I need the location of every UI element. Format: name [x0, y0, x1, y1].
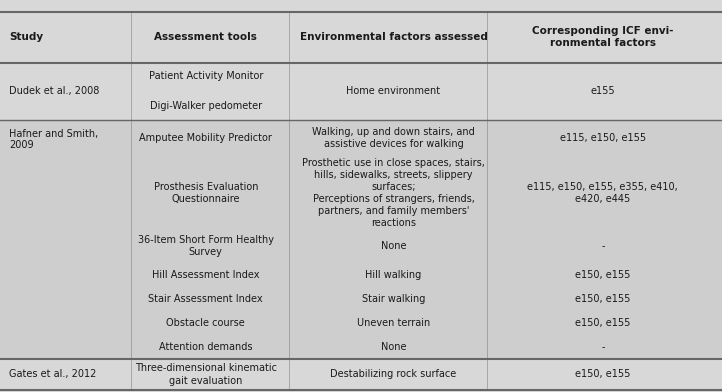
Text: -: -: [601, 241, 604, 251]
Text: Stair walking: Stair walking: [362, 294, 425, 304]
Text: Walking, up and down stairs, and
assistive devices for walking: Walking, up and down stairs, and assisti…: [312, 127, 475, 149]
Text: Study: Study: [9, 32, 43, 42]
Text: Destabilizing rock surface: Destabilizing rock surface: [331, 369, 456, 379]
Bar: [0, 63, 722, 120]
Text: e115, e150, e155, e355, e410,
e420, e445: e115, e150, e155, e355, e410, e420, e445: [528, 182, 678, 204]
Text: 2009: 2009: [9, 140, 34, 150]
Text: Dudek et al., 2008: Dudek et al., 2008: [9, 86, 100, 96]
Text: Hill walking: Hill walking: [365, 270, 422, 280]
Text: Hafner and Smith,: Hafner and Smith,: [9, 129, 99, 139]
Text: Digi-Walker pedometer: Digi-Walker pedometer: [149, 101, 262, 111]
Text: -: -: [601, 342, 604, 352]
Text: Uneven terrain: Uneven terrain: [357, 318, 430, 328]
Text: e150, e155: e150, e155: [575, 294, 630, 304]
Text: None: None: [380, 342, 406, 352]
Text: Amputee Mobility Predictor: Amputee Mobility Predictor: [139, 133, 272, 143]
Bar: [0, 359, 722, 390]
Text: Environmental factors assessed: Environmental factors assessed: [300, 32, 487, 42]
Text: Prosthetic use in close spaces, stairs,
hills, sidewalks, streets, slippery
surf: Prosthetic use in close spaces, stairs, …: [302, 158, 485, 228]
Text: 36-Item Short Form Healthy
Survey: 36-Item Short Form Healthy Survey: [138, 235, 274, 258]
Text: Assessment tools: Assessment tools: [155, 32, 257, 42]
Text: Corresponding ICF envi-
ronmental factors: Corresponding ICF envi- ronmental factor…: [532, 26, 674, 49]
Text: Gates et al., 2012: Gates et al., 2012: [9, 369, 97, 379]
Text: Stair Assessment Index: Stair Assessment Index: [149, 294, 263, 304]
Bar: [0, 12, 722, 63]
Text: None: None: [380, 241, 406, 251]
Text: e150, e155: e150, e155: [575, 270, 630, 280]
Text: Home environment: Home environment: [347, 86, 440, 96]
Text: Three-dimensional kinematic
gait evaluation: Three-dimensional kinematic gait evaluat…: [135, 363, 277, 386]
Text: Hill Assessment Index: Hill Assessment Index: [152, 270, 259, 280]
Text: Obstacle course: Obstacle course: [166, 318, 245, 328]
Text: e150, e155: e150, e155: [575, 369, 630, 379]
Text: e155: e155: [591, 86, 615, 96]
Text: e150, e155: e150, e155: [575, 318, 630, 328]
Text: Attention demands: Attention demands: [159, 342, 253, 352]
Text: e115, e150, e155: e115, e150, e155: [560, 133, 646, 143]
Text: Prosthesis Evaluation
Questionnaire: Prosthesis Evaluation Questionnaire: [154, 182, 258, 204]
Text: Patient Activity Monitor: Patient Activity Monitor: [149, 71, 263, 81]
Bar: [0, 120, 722, 359]
